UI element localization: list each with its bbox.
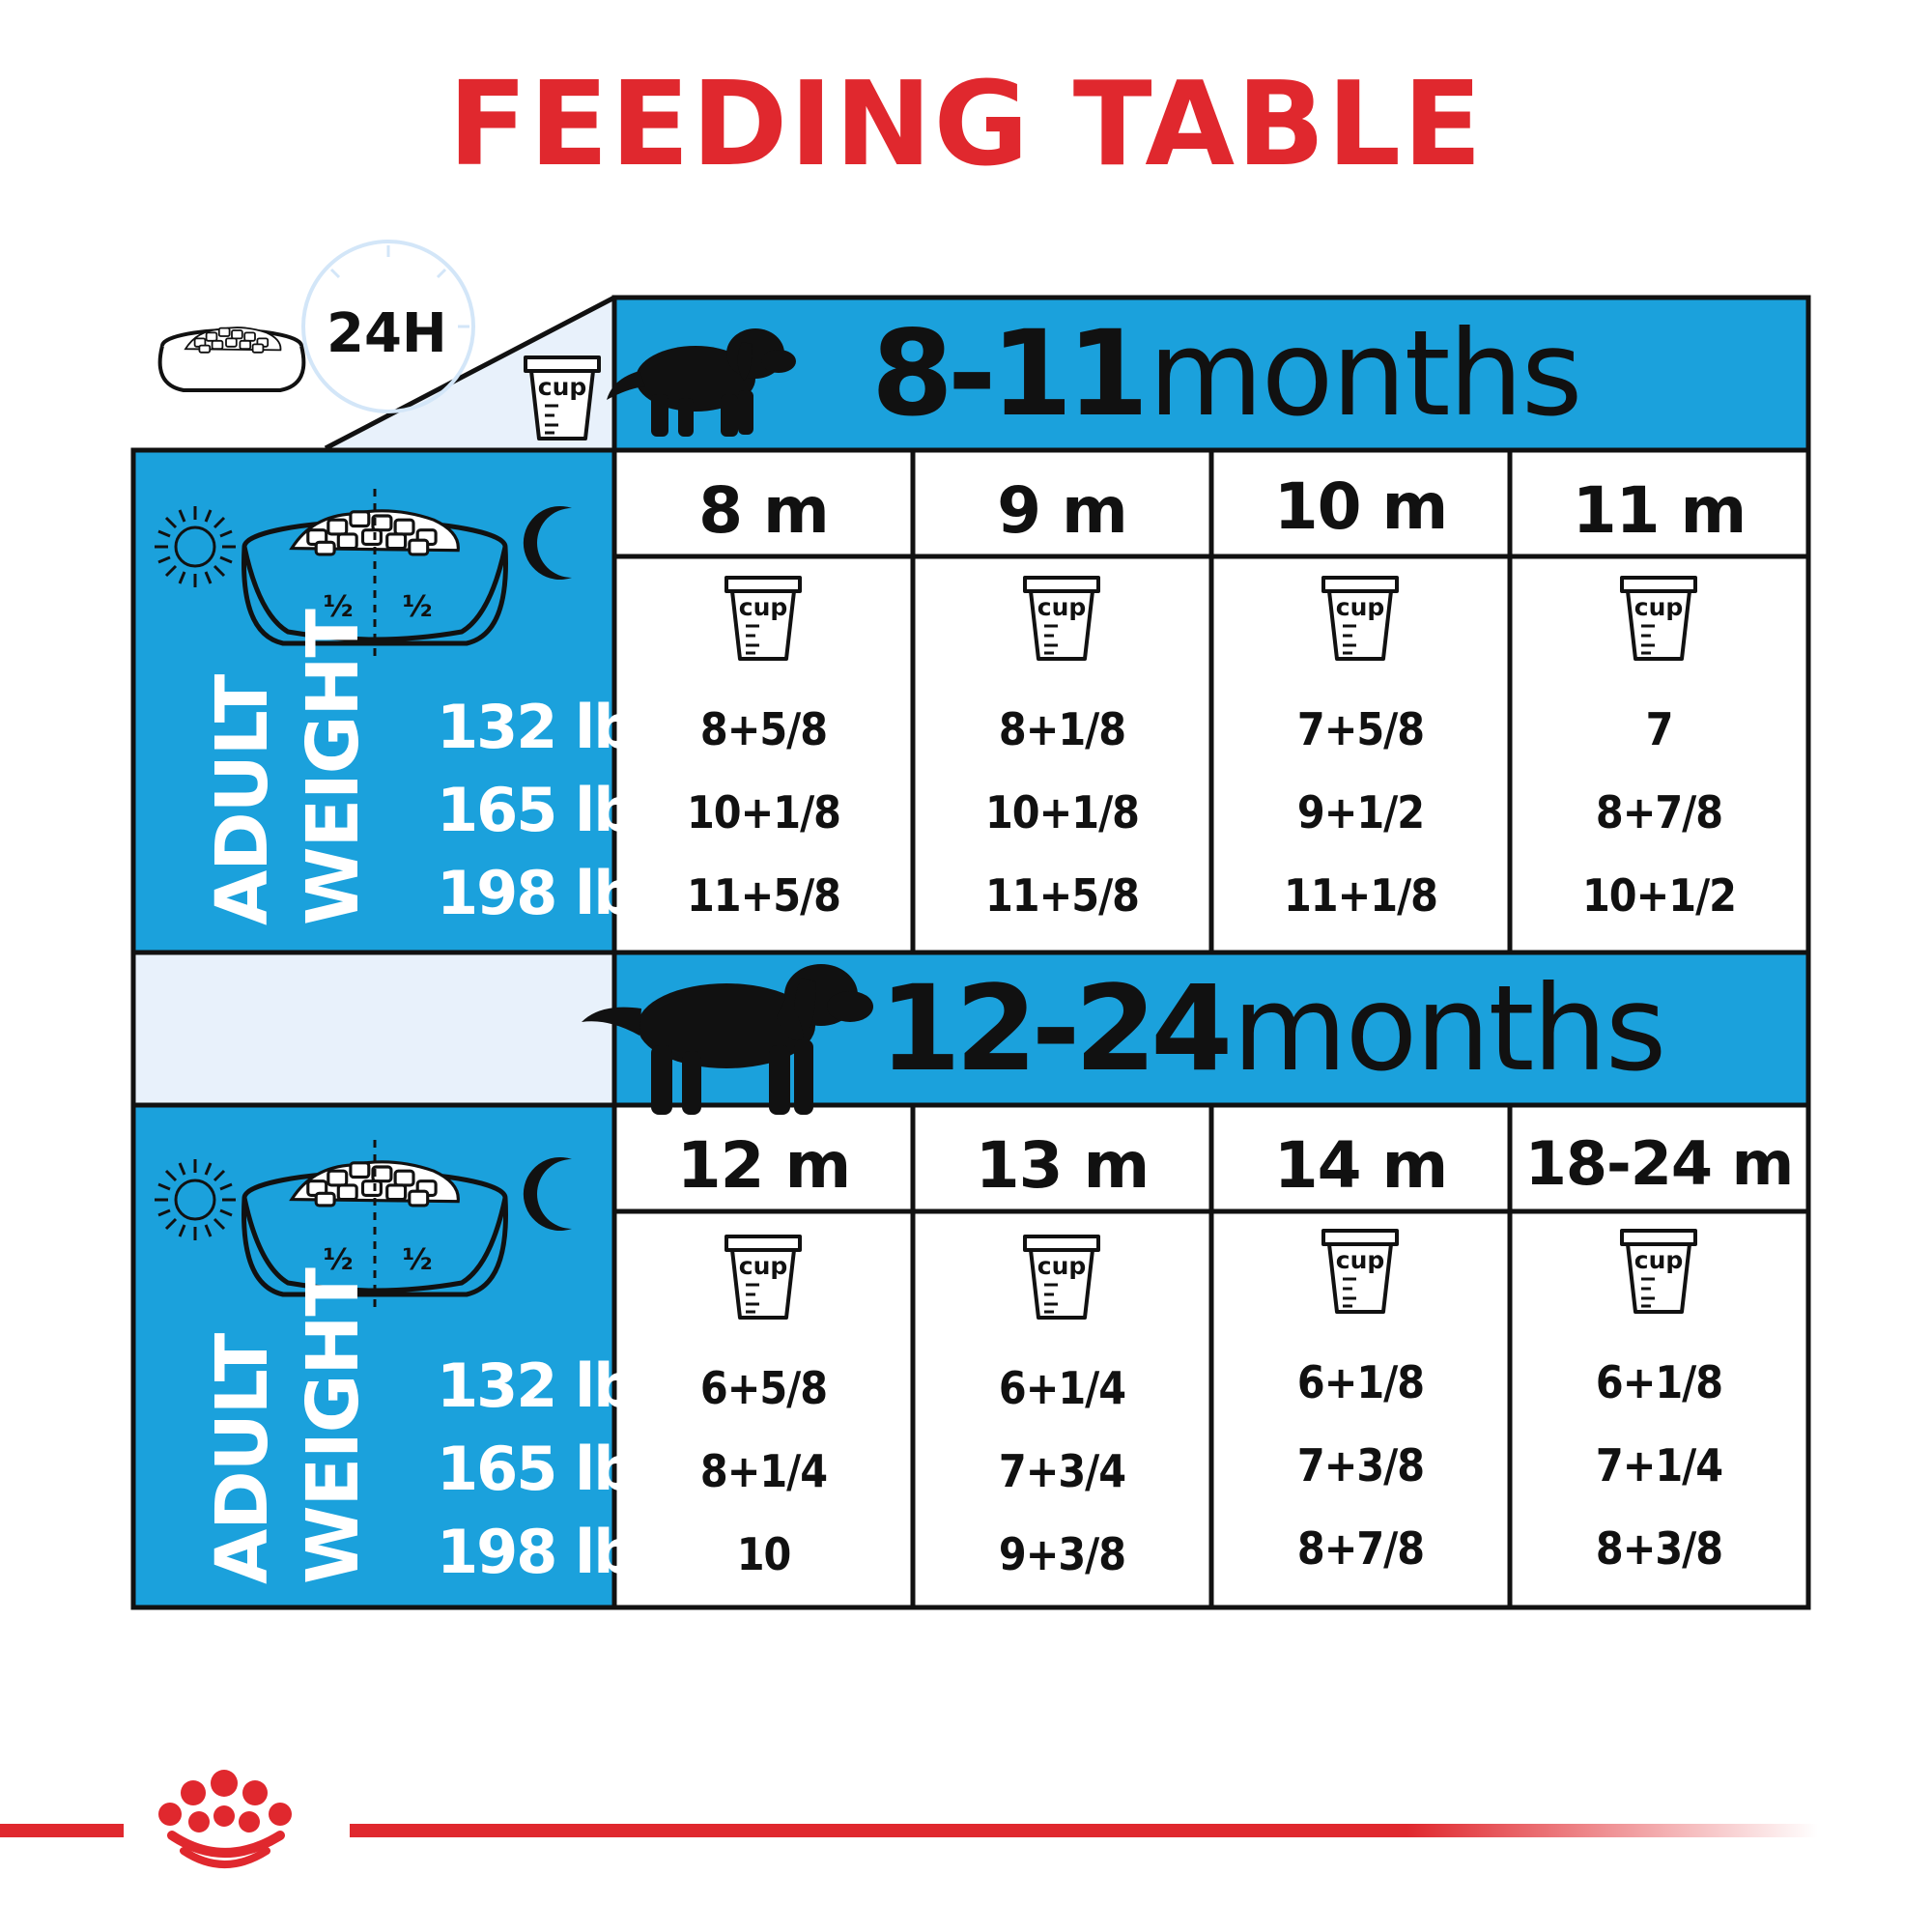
cup-icons-section-1: cup cup cup cup: [724, 576, 1697, 661]
column-label: 9 m: [997, 473, 1128, 548]
svg-text:cup: cup: [1634, 1246, 1684, 1274]
weight-value: 198 lb: [437, 1517, 637, 1587]
weight-value: 132 lb: [437, 692, 637, 762]
small-bowl-icon: [157, 327, 306, 392]
weight-value: 132 lb: [437, 1350, 637, 1421]
brand-logo: [0, 1770, 1818, 1868]
cup-value: 10+1/8: [687, 786, 841, 838]
svg-text:½: ½: [323, 590, 353, 624]
svg-text:cup: cup: [1037, 593, 1087, 621]
weight-value: 198 lb: [437, 858, 637, 928]
split-bowl-icon-2: ½ ½: [244, 1140, 506, 1314]
svg-text:cup: cup: [1336, 593, 1385, 621]
section-2-age-range: 12-24: [879, 960, 1233, 1097]
svg-text:cup: cup: [1336, 1246, 1385, 1274]
cup-value: 8+3/8: [1595, 1522, 1723, 1575]
cup-value: 7+1/4: [1595, 1439, 1723, 1492]
column-label: 8 m: [698, 473, 830, 548]
svg-text:cup: cup: [739, 593, 788, 621]
cup-value: 8+7/8: [1296, 1522, 1425, 1575]
cup-value: 11+1/8: [1284, 869, 1438, 922]
cup-value: 6+1/8: [1595, 1356, 1723, 1408]
svg-text:½: ½: [402, 590, 432, 624]
cup-value: 6+1/4: [998, 1362, 1126, 1414]
svg-text:½: ½: [323, 1243, 353, 1277]
column-label: 13 m: [975, 1128, 1151, 1203]
daily-24h-label: 24H: [327, 302, 447, 365]
section-2-age-word: months: [1232, 960, 1667, 1097]
cup-value: 7+3/8: [1296, 1439, 1425, 1492]
column-label: 12 m: [676, 1128, 852, 1203]
section-2-age-heading: 12-24 months: [879, 970, 1666, 1088]
svg-text:½: ½: [402, 1243, 432, 1277]
puppy-icon: [607, 328, 796, 437]
section-1-age-heading: 8-11 months: [871, 315, 1582, 433]
adult-dog-icon: [582, 964, 873, 1115]
cup-value: 9+1/2: [1296, 786, 1425, 838]
section-gap-band: [130, 950, 617, 1108]
weight-label-2: WEIGHT: [292, 1268, 375, 1584]
adult-label-1: ADULT: [201, 674, 284, 925]
cup-value: 10+1/2: [1582, 869, 1737, 922]
section-1-age-range: 8-11: [871, 305, 1149, 442]
svg-text:cup: cup: [1037, 1252, 1087, 1280]
cup-value: 11+5/8: [687, 869, 841, 922]
cup-value: 7+5/8: [1296, 703, 1425, 755]
adult-label-2: ADULT: [201, 1333, 284, 1584]
svg-text:cup: cup: [739, 1252, 788, 1280]
cup-value: 9+3/8: [998, 1528, 1126, 1580]
column-label: 18-24 m: [1524, 1128, 1794, 1199]
cup-value: 8+5/8: [699, 703, 828, 755]
split-bowl-icon-1: ½ ½: [244, 489, 506, 663]
column-label: 11 m: [1572, 473, 1747, 548]
cup-value: 10: [736, 1528, 792, 1580]
cup-value: 8+1/4: [699, 1445, 828, 1497]
weight-value: 165 lb: [437, 1434, 637, 1504]
cup-icon: cup: [524, 355, 601, 440]
svg-text:cup: cup: [1634, 593, 1684, 621]
cup-label: cup: [538, 373, 587, 401]
cup-value: 10+1/8: [985, 786, 1140, 838]
section-1-age-word: months: [1148, 305, 1583, 442]
cup-value: 8+7/8: [1595, 786, 1723, 838]
column-label: 10 m: [1273, 469, 1449, 544]
cup-icons-section-2: cup cup cup cup: [724, 1229, 1697, 1320]
cup-value: 6+1/8: [1296, 1356, 1425, 1408]
cup-value: 8+1/8: [998, 703, 1126, 755]
section-1-header-band: [611, 295, 1811, 453]
weight-value: 165 lb: [437, 775, 637, 845]
weight-label-1: WEIGHT: [292, 610, 375, 925]
cup-value: 7+3/4: [998, 1445, 1126, 1497]
corner-cell: cup: [157, 240, 616, 451]
column-label: 14 m: [1273, 1128, 1449, 1203]
cup-value: 11+5/8: [985, 869, 1140, 922]
page-title: FEEDING TABLE: [447, 58, 1485, 192]
cup-value: 7: [1645, 703, 1674, 755]
cup-value: 6+5/8: [699, 1362, 828, 1414]
